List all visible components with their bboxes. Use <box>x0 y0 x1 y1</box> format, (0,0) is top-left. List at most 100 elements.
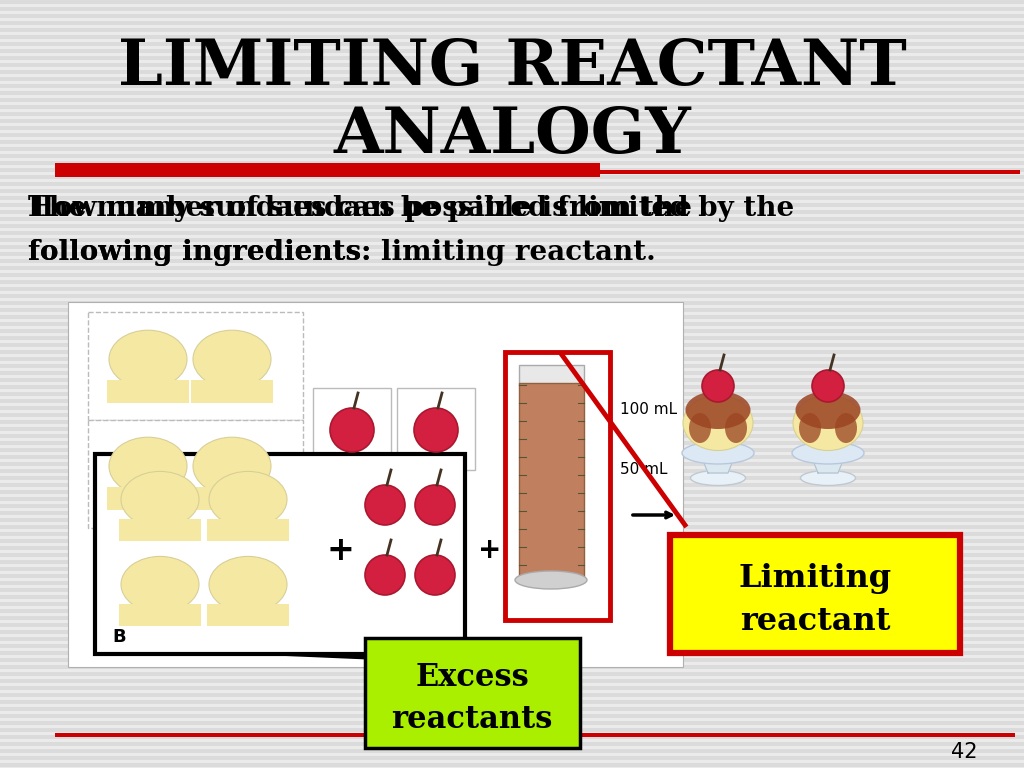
Ellipse shape <box>193 330 271 388</box>
Bar <box>365 638 580 748</box>
Bar <box>0 413 1024 416</box>
Bar <box>0 91 1024 94</box>
Bar <box>68 302 683 667</box>
Bar <box>55 170 1020 174</box>
Bar <box>0 686 1024 690</box>
Bar <box>0 42 1024 45</box>
Bar <box>0 385 1024 389</box>
Bar <box>0 238 1024 241</box>
Bar <box>106 379 189 402</box>
Bar <box>0 455 1024 458</box>
Bar <box>0 427 1024 431</box>
Bar <box>0 644 1024 647</box>
Text: 42: 42 <box>951 742 978 762</box>
Bar <box>0 441 1024 445</box>
Bar <box>55 163 600 177</box>
Circle shape <box>414 408 458 452</box>
Bar <box>0 378 1024 382</box>
Ellipse shape <box>725 413 746 443</box>
Bar <box>0 637 1024 641</box>
Text: ANALOGY: ANALOGY <box>333 104 691 165</box>
Bar <box>0 371 1024 375</box>
Ellipse shape <box>109 437 187 495</box>
Bar <box>0 210 1024 214</box>
Bar <box>0 392 1024 396</box>
Bar <box>0 609 1024 613</box>
Bar <box>0 231 1024 234</box>
Bar <box>519 365 584 385</box>
Bar <box>55 733 1015 737</box>
Bar <box>0 273 1024 276</box>
Ellipse shape <box>515 571 587 589</box>
Text: How many sundaes can be paired from the: How many sundaes can be paired from the <box>28 194 692 221</box>
Bar <box>119 604 201 627</box>
Bar <box>0 315 1024 319</box>
Bar <box>0 721 1024 724</box>
Text: reactant: reactant <box>739 607 890 637</box>
Bar <box>0 280 1024 283</box>
Bar <box>0 546 1024 549</box>
Bar <box>0 364 1024 368</box>
Bar <box>0 560 1024 564</box>
Bar <box>0 469 1024 472</box>
Polygon shape <box>810 453 846 473</box>
Ellipse shape <box>689 413 711 443</box>
Bar <box>0 616 1024 620</box>
Bar <box>0 574 1024 578</box>
Bar <box>0 133 1024 137</box>
Bar <box>0 196 1024 200</box>
Bar <box>0 651 1024 654</box>
Bar <box>0 98 1024 101</box>
Bar <box>0 0 1024 4</box>
Bar <box>0 77 1024 81</box>
Bar <box>0 182 1024 186</box>
Bar <box>191 486 273 510</box>
Bar <box>0 175 1024 178</box>
Bar <box>0 525 1024 528</box>
Polygon shape <box>700 453 736 473</box>
Bar <box>207 604 289 627</box>
Bar <box>505 352 610 620</box>
Bar <box>95 454 465 654</box>
Bar <box>0 707 1024 710</box>
Bar <box>0 63 1024 67</box>
Bar <box>0 252 1024 256</box>
Bar <box>0 217 1024 220</box>
Ellipse shape <box>121 472 199 528</box>
Bar <box>0 595 1024 598</box>
Ellipse shape <box>796 391 860 429</box>
Ellipse shape <box>121 556 199 612</box>
Bar <box>0 56 1024 59</box>
Bar <box>0 539 1024 542</box>
Ellipse shape <box>792 442 864 464</box>
Bar <box>519 383 584 578</box>
Bar <box>0 742 1024 746</box>
Circle shape <box>330 408 374 452</box>
Bar <box>0 448 1024 452</box>
Bar <box>0 266 1024 270</box>
Bar <box>0 497 1024 501</box>
Circle shape <box>702 370 734 402</box>
Bar <box>0 35 1024 38</box>
Text: Excess: Excess <box>415 663 528 694</box>
Bar <box>0 245 1024 249</box>
Bar <box>0 294 1024 297</box>
Bar <box>0 728 1024 731</box>
Bar <box>0 168 1024 171</box>
Bar <box>0 476 1024 479</box>
Bar <box>313 388 391 470</box>
Ellipse shape <box>683 396 753 451</box>
Bar <box>0 329 1024 333</box>
Bar <box>0 308 1024 312</box>
Ellipse shape <box>793 396 863 451</box>
Bar <box>0 28 1024 31</box>
Bar <box>0 504 1024 508</box>
Circle shape <box>812 370 844 402</box>
Bar <box>0 70 1024 74</box>
Bar <box>0 301 1024 304</box>
Ellipse shape <box>835 413 857 443</box>
Bar <box>0 749 1024 753</box>
Text: LIMITING REACTANT: LIMITING REACTANT <box>118 38 906 98</box>
Bar <box>0 602 1024 605</box>
Bar <box>0 119 1024 123</box>
